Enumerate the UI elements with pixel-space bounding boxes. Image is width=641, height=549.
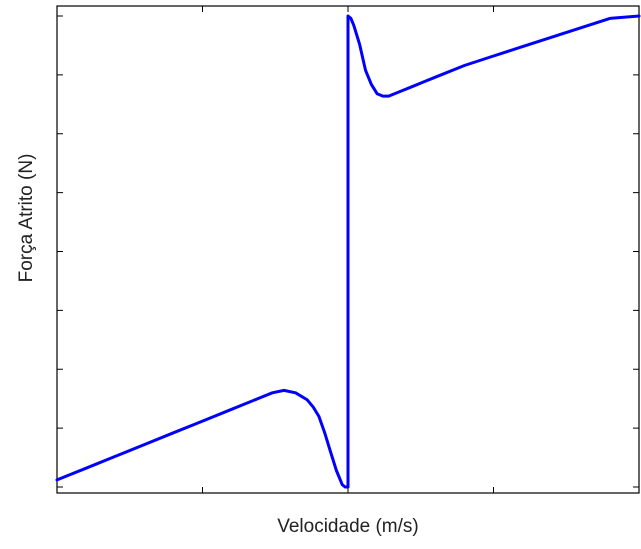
- series-layer: [55, 14, 641, 489]
- y-axis-label: Força Atrito (N): [16, 154, 37, 283]
- series-line-0: [55, 14, 641, 489]
- y-tick-marks: [57, 15, 639, 488]
- x-tick-marks: [56, 6, 640, 493]
- x-axis-label: Velocidade (m/s): [277, 516, 419, 537]
